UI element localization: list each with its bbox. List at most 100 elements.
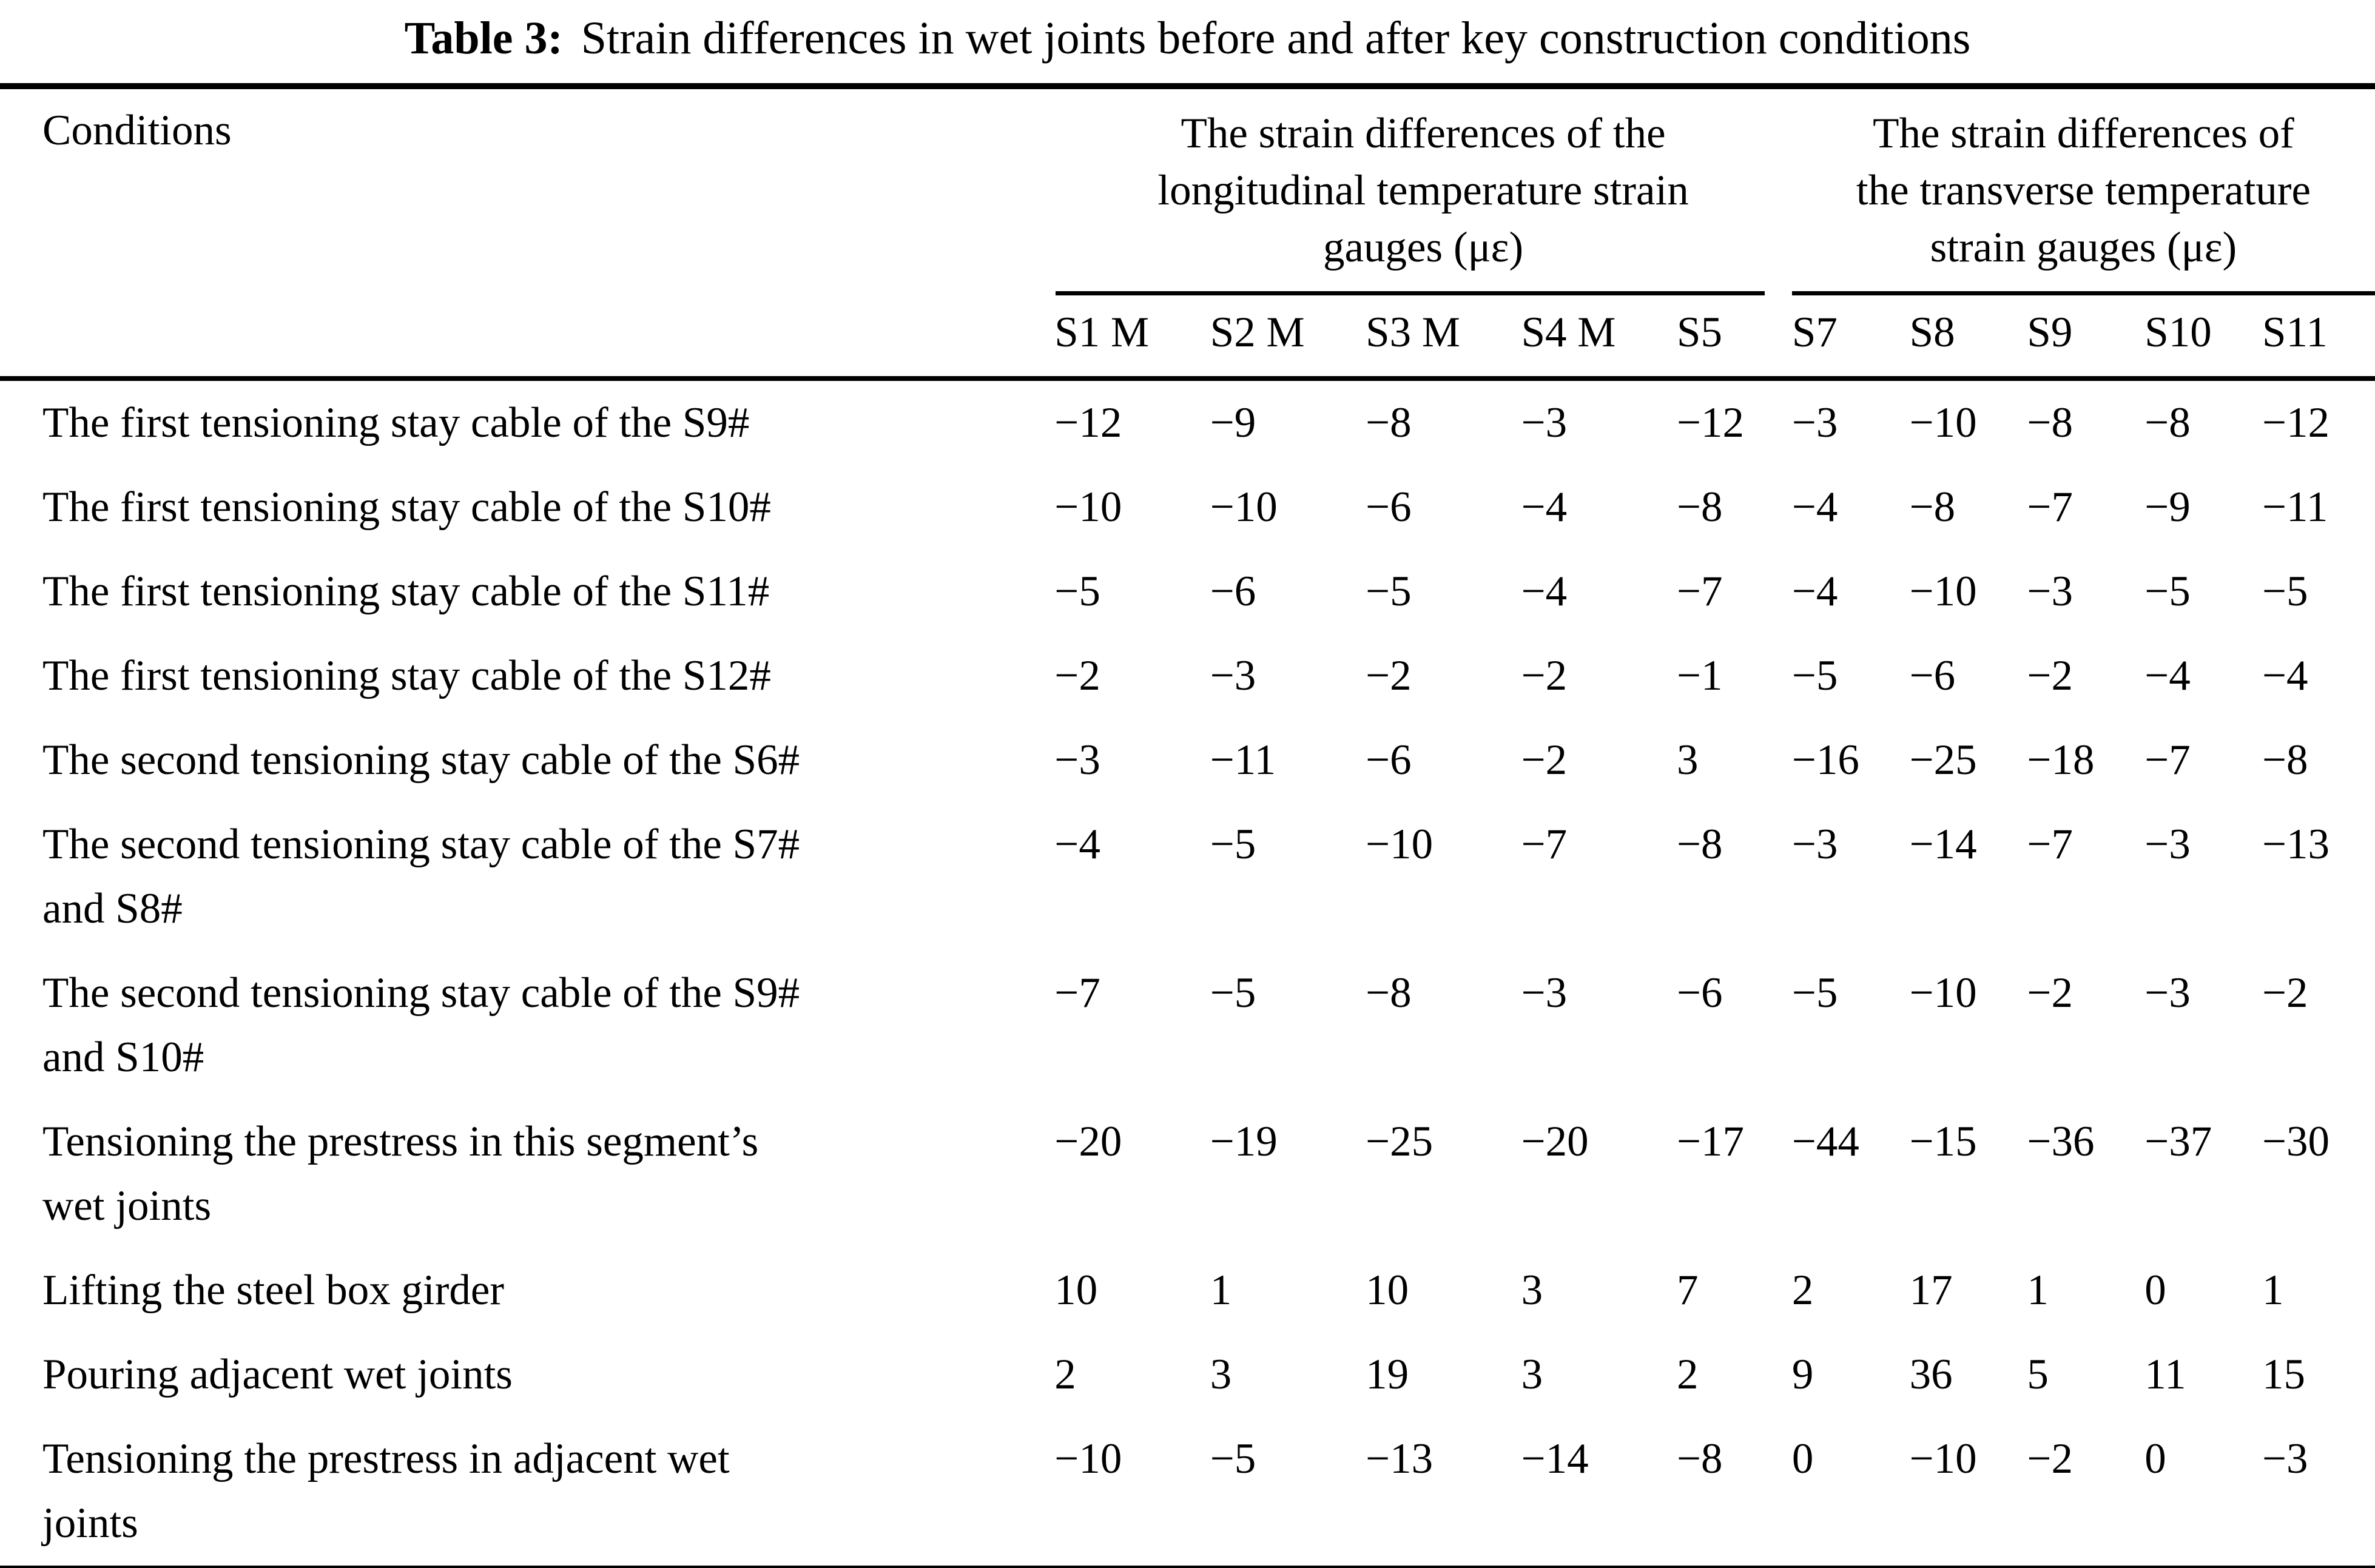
table-row: Tensioning the prestress in adjacent wet… (0, 1417, 2375, 1568)
value-cell: −9 (2144, 483, 2191, 531)
value-cell: −4 (2144, 652, 2191, 699)
value-cell: 2 (1054, 1351, 1076, 1398)
value-cell: −10 (1909, 1435, 1977, 1482)
group-header-longitudinal: The strain differences of the longitudin… (1054, 86, 1792, 295)
subheader-row: S1 M S2 M S3 M S4 M S5 S7 S8 S9 S10 S11 (0, 295, 2375, 381)
value-cell: −44 (1791, 1118, 1859, 1165)
value-cell: −36 (2027, 1118, 2095, 1165)
value-cell: −3 (2144, 821, 2191, 868)
value-cell: −37 (2144, 1118, 2212, 1165)
value-cell: 10 (1054, 1267, 1098, 1314)
value-cell: −13 (1366, 1435, 1433, 1482)
value-cell: −2 (1521, 736, 1568, 784)
value-cell: −8 (2262, 736, 2308, 784)
value-cell: 19 (1366, 1351, 1409, 1398)
condition-cell: Tensioning the prestress in adjacent wet… (42, 1435, 730, 1547)
value-cell: −9 (1210, 399, 1256, 446)
value-cell: −5 (1791, 969, 1838, 1017)
column-header-s10: S10 (2144, 295, 2262, 381)
value-cell: −8 (2027, 399, 2073, 446)
table-row: The first tensioning stay cable of the S… (0, 379, 2375, 465)
value-cell: −18 (2027, 736, 2095, 784)
table-title-label: Table 3: (404, 13, 563, 64)
value-cell: −15 (1909, 1118, 1977, 1165)
value-cell: 7 (1676, 1267, 1699, 1314)
condition-cell: The first tensioning stay cable of the S… (42, 483, 771, 531)
value-cell: −7 (2027, 821, 2073, 868)
value-cell: −11 (1210, 736, 1276, 784)
value-cell: −1 (1676, 652, 1723, 699)
value-cell: −5 (1791, 652, 1838, 699)
table-row: The first tensioning stay cable of the S… (0, 634, 2375, 718)
value-cell: −2 (2027, 652, 2073, 699)
value-cell: −10 (1054, 483, 1122, 531)
value-cell: −3 (1054, 736, 1100, 784)
value-cell: 17 (1909, 1267, 1953, 1314)
value-cell: −6 (1676, 969, 1723, 1017)
strain-differences-table: Conditions The strain differences of the… (0, 83, 2375, 1568)
value-cell: −4 (1791, 568, 1838, 615)
value-cell: −2 (1521, 652, 1568, 699)
column-header-s4m: S4 M (1521, 295, 1677, 381)
column-header-s8: S8 (1909, 295, 2027, 381)
value-cell: −4 (1521, 568, 1568, 615)
value-cell: −12 (1676, 399, 1745, 446)
value-cell: −2 (2027, 1435, 2073, 1482)
condition-cell: The second tensioning stay cable of the … (42, 821, 800, 932)
value-cell: −7 (2027, 483, 2073, 531)
value-cell: 1 (1210, 1267, 1232, 1314)
value-cell: −5 (1054, 568, 1100, 615)
value-cell: −2 (2027, 969, 2073, 1017)
value-cell: −8 (1366, 969, 1412, 1017)
value-cell: −20 (1521, 1118, 1589, 1165)
value-cell: 3 (1521, 1267, 1543, 1314)
table-title-text: Strain differences in wet joints before … (581, 13, 1971, 64)
value-cell: −20 (1054, 1118, 1122, 1165)
value-cell: −19 (1210, 1118, 1278, 1165)
value-cell: −5 (1210, 1435, 1256, 1482)
condition-cell: Lifting the steel box girder (42, 1267, 505, 1314)
table-row: The first tensioning stay cable of the S… (0, 465, 2375, 550)
column-header-s11: S11 (2262, 295, 2375, 381)
value-cell: 3 (1521, 1351, 1543, 1398)
value-cell: 15 (2262, 1351, 2305, 1398)
value-cell: −17 (1676, 1118, 1745, 1165)
value-cell: −5 (2262, 568, 2308, 615)
value-cell: −5 (2144, 568, 2191, 615)
value-cell: −3 (1521, 969, 1568, 1017)
value-cell: −8 (1676, 483, 1723, 531)
value-cell: −6 (1366, 483, 1412, 531)
group-header-row: Conditions The strain differences of the… (0, 86, 2375, 381)
value-cell: 11 (2144, 1351, 2186, 1398)
value-cell: −7 (1521, 821, 1568, 868)
value-cell: −25 (1909, 736, 1977, 784)
condition-cell: The second tensioning stay cable of the … (42, 736, 800, 784)
value-cell: −3 (1791, 399, 1838, 446)
value-cell: −10 (1366, 821, 1433, 868)
value-cell: −13 (2262, 821, 2330, 868)
table-row: The first tensioning stay cable of the S… (0, 550, 2375, 634)
value-cell: 1 (2262, 1267, 2284, 1314)
value-cell: −8 (1676, 821, 1723, 868)
value-cell: −16 (1791, 736, 1859, 784)
value-cell: −4 (1791, 483, 1838, 531)
value-cell: −10 (1909, 399, 1977, 446)
table-row: The second tensioning stay cable of the … (0, 803, 2375, 951)
column-header-s1m: S1 M (1054, 295, 1210, 381)
table-row: Lifting the steel box girder 10 1 10 3 7… (0, 1248, 2375, 1333)
value-cell: 10 (1366, 1267, 1409, 1314)
value-cell: −8 (1676, 1435, 1723, 1482)
value-cell: 36 (1909, 1351, 1953, 1398)
value-cell: −30 (2262, 1118, 2330, 1165)
value-cell: −2 (2262, 969, 2308, 1017)
value-cell: −11 (2262, 483, 2328, 531)
value-cell: −6 (1210, 568, 1256, 615)
value-cell: −7 (2144, 736, 2191, 784)
column-header-s5: S5 (1676, 295, 1792, 381)
table-row: Tensioning the prestress in this segment… (0, 1100, 2375, 1248)
value-cell: −10 (1054, 1435, 1122, 1482)
condition-cell: Tensioning the prestress in this segment… (42, 1118, 759, 1230)
value-cell: −3 (1791, 821, 1838, 868)
column-header-s7: S7 (1791, 295, 1910, 381)
value-cell: 2 (1791, 1267, 1814, 1314)
